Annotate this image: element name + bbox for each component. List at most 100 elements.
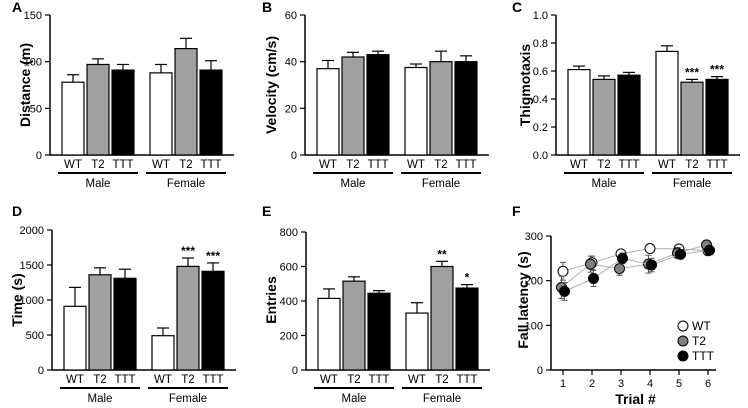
y-tick-label: 0.2: [533, 122, 548, 134]
category-label: WT: [408, 374, 426, 386]
point-ttt-trial-1: [559, 285, 570, 297]
bar-female-t2: [176, 265, 200, 371]
point-ttt-trial-2: [588, 272, 599, 284]
category-label: T2: [93, 374, 106, 386]
y-tick-label: 600: [280, 262, 298, 274]
y-tick-label: 100: [24, 57, 42, 69]
y-tick-label: 1000: [20, 295, 44, 307]
point-t2-trial-2: [585, 258, 596, 270]
group-label: Female: [167, 178, 205, 190]
bar-female-ttt: [455, 287, 479, 371]
bar-male-t2: [88, 274, 112, 371]
category-label: WT: [154, 374, 172, 386]
point-wt-trial-1: [557, 265, 569, 277]
bar-female-wt: [655, 50, 679, 156]
bar-female-t2: [174, 47, 198, 156]
category-label: WT: [570, 159, 588, 171]
category-label: T2: [685, 159, 698, 171]
y-tick-label: 0: [291, 150, 297, 162]
significance-label: *: [465, 271, 470, 285]
panel-label-E: E: [262, 203, 271, 219]
group-label: Female: [422, 178, 460, 190]
y-tick-label: 40: [285, 57, 297, 69]
series-line-ttt: [564, 249, 710, 292]
bar-male-wt: [61, 81, 85, 156]
category-label: WT: [319, 159, 337, 171]
significance-label: ***: [710, 63, 724, 77]
category-label: WT: [320, 374, 338, 386]
category-label: TTT: [618, 159, 639, 171]
bar-male-ttt: [367, 292, 391, 371]
bar-female-wt: [404, 66, 428, 156]
bar-male-wt: [63, 305, 87, 371]
y-tick-label: 0: [537, 365, 543, 377]
y-axis-label: Distance (m): [17, 43, 33, 127]
category-label: TTT: [202, 374, 223, 386]
category-label: T2: [346, 159, 359, 171]
group-label: Female: [169, 393, 207, 405]
significance-label: ***: [206, 249, 220, 263]
category-label: TTT: [112, 159, 133, 171]
panel-label-F: F: [512, 203, 521, 219]
point-ttt-trial-6: [704, 244, 715, 256]
x-tick-label: 3: [618, 378, 624, 390]
y-axis-label: Time (s): [9, 273, 25, 326]
y-tick-label: 800: [280, 227, 298, 239]
group-label: Male: [88, 393, 113, 405]
category-label: T2: [597, 159, 610, 171]
y-tick-label: 50: [30, 103, 42, 115]
y-tick-label: 200: [280, 331, 298, 343]
group-label: Male: [341, 178, 366, 190]
bar-female-ttt: [201, 270, 225, 371]
y-tick-label: 0.4: [533, 94, 548, 106]
group-label: Female: [423, 393, 461, 405]
panel-label-D: D: [12, 203, 22, 219]
bar-female-wt: [149, 72, 173, 156]
y-tick-label: 100: [525, 320, 543, 332]
panel-label-A: A: [12, 0, 22, 15]
category-label: WT: [66, 374, 84, 386]
y-tick-label: 0: [36, 150, 42, 162]
category-label: T2: [179, 159, 192, 171]
legend-label-t2: T2: [692, 334, 706, 348]
x-tick-label: 1: [560, 378, 566, 390]
group-label: Male: [86, 178, 111, 190]
bar-female-ttt: [705, 78, 729, 156]
y-tick-label: 60: [285, 10, 297, 22]
category-label: TTT: [368, 374, 389, 386]
category-label: T2: [347, 374, 360, 386]
y-tick-label: 500: [26, 330, 44, 342]
x-tick-label: 5: [676, 378, 682, 390]
group-label: Male: [342, 393, 367, 405]
x-tick-label: 4: [647, 378, 653, 390]
y-axis-label: Thigmotaxis: [517, 44, 533, 127]
point-ttt-trial-3: [617, 252, 628, 264]
bar-female-t2: [430, 265, 454, 371]
category-label: T2: [434, 159, 447, 171]
y-tick-label: 200: [525, 276, 543, 288]
legend-label-ttt: TTT: [692, 349, 715, 363]
y-tick-label: 1500: [20, 260, 44, 272]
bar-female-ttt: [199, 69, 223, 156]
category-label: TTT: [200, 159, 221, 171]
point-wt-trial-4: [644, 243, 656, 255]
category-label: WT: [407, 159, 425, 171]
x-tick-label: 6: [705, 378, 711, 390]
bar-male-t2: [341, 56, 365, 156]
bar-male-wt: [317, 297, 341, 371]
panel-label-C: C: [512, 0, 522, 15]
bar-male-wt: [316, 68, 340, 156]
legend-marker-ttt: [677, 350, 689, 362]
bar-male-ttt: [366, 54, 390, 156]
y-tick-label: 1.0: [533, 10, 548, 22]
x-tick-label: 2: [589, 378, 595, 390]
bar-male-t2: [86, 63, 110, 156]
series-line-wt: [562, 248, 709, 272]
bar-male-t2: [342, 280, 366, 371]
significance-label: ***: [181, 244, 195, 258]
